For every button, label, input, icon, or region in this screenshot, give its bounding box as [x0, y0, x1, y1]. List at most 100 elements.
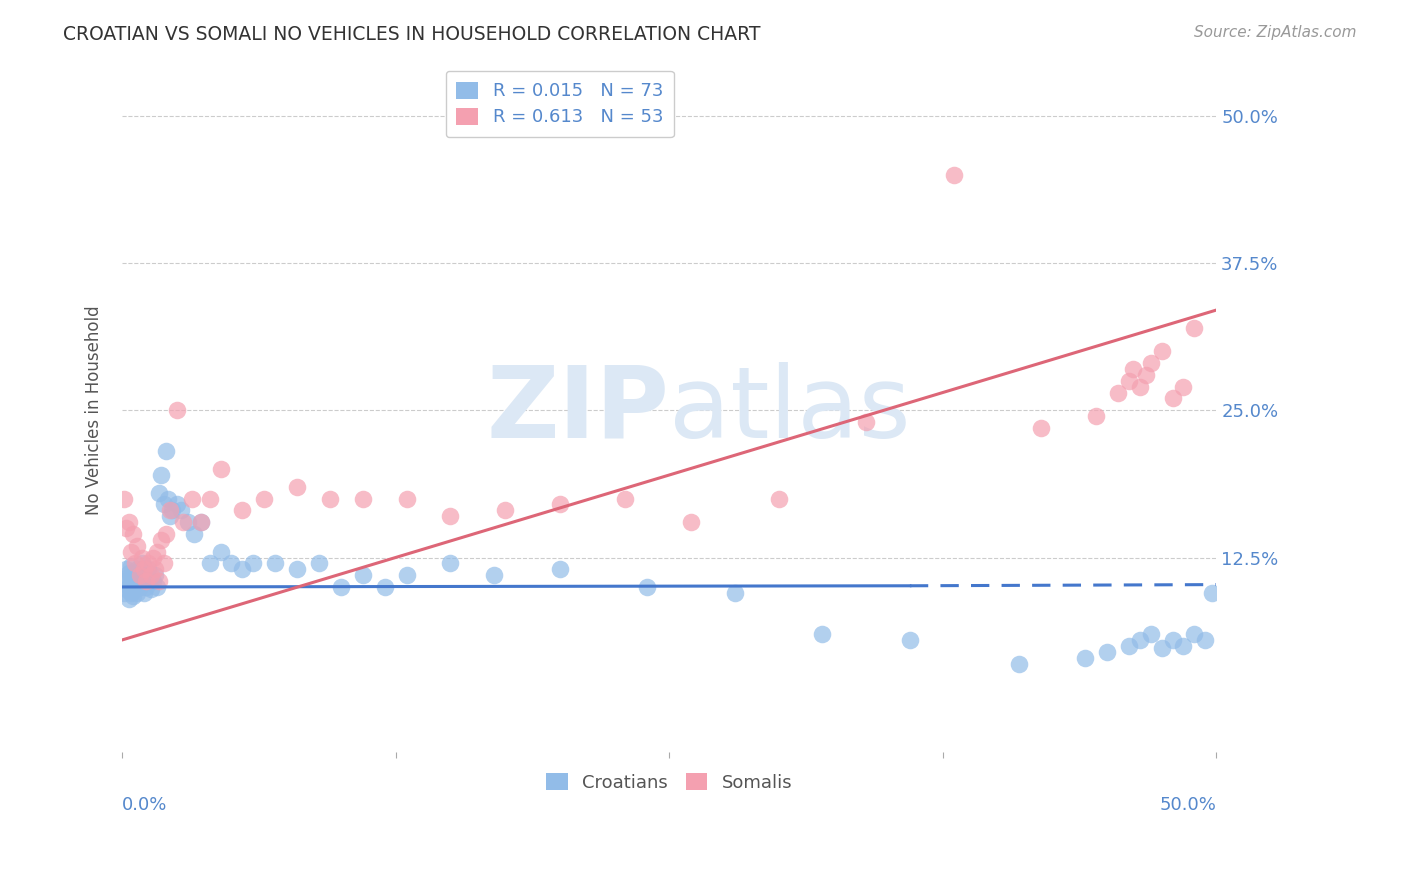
Point [1161, 632, 1184, 647]
Point [681, 515, 703, 529]
Point [120, 574, 142, 588]
Point [146, 544, 169, 558]
Point [159, 503, 181, 517]
Point [155, 444, 177, 458]
Point [1118, 639, 1140, 653]
Point [122, 527, 145, 541]
Point [112, 574, 135, 588]
Point [152, 498, 174, 512]
Point [231, 503, 253, 517]
Point [242, 557, 264, 571]
Point [132, 570, 155, 584]
Point [1122, 362, 1144, 376]
Point [614, 491, 637, 506]
Point [308, 557, 330, 571]
Point [395, 491, 418, 506]
Point [148, 574, 170, 588]
Point [1139, 627, 1161, 641]
Point [183, 527, 205, 541]
Point [1129, 632, 1152, 647]
Point [1118, 374, 1140, 388]
Point [146, 580, 169, 594]
Point [166, 403, 188, 417]
Point [124, 582, 146, 597]
Point [1074, 650, 1097, 665]
Point [131, 574, 153, 588]
Point [319, 491, 342, 506]
Point [115, 570, 138, 584]
Text: Source: ZipAtlas.com: Source: ZipAtlas.com [1194, 25, 1357, 40]
Point [253, 491, 276, 506]
Point [1194, 632, 1216, 647]
Point [112, 586, 135, 600]
Text: ZIP: ZIP [486, 362, 669, 458]
Point [136, 562, 159, 576]
Point [172, 515, 194, 529]
Point [855, 415, 877, 429]
Point [548, 498, 571, 512]
Point [120, 586, 142, 600]
Legend: Croatians, Somalis: Croatians, Somalis [537, 764, 801, 801]
Point [122, 590, 145, 604]
Point [135, 574, 157, 588]
Point [1084, 409, 1107, 423]
Point [139, 582, 162, 597]
Point [128, 580, 150, 594]
Point [150, 533, 173, 547]
Point [115, 582, 138, 597]
Point [482, 568, 505, 582]
Point [159, 509, 181, 524]
Point [142, 574, 165, 588]
Point [352, 491, 374, 506]
Point [898, 632, 921, 647]
Text: atlas: atlas [669, 362, 911, 458]
Point [112, 491, 135, 506]
Point [127, 586, 149, 600]
Point [352, 568, 374, 582]
Point [329, 580, 352, 594]
Point [122, 568, 145, 582]
Point [150, 468, 173, 483]
Point [264, 557, 287, 571]
Point [636, 580, 658, 594]
Point [166, 498, 188, 512]
Point [128, 568, 150, 582]
Point [115, 562, 138, 576]
Point [1201, 586, 1223, 600]
Point [198, 557, 221, 571]
Point [724, 586, 747, 600]
Point [395, 568, 418, 582]
Point [209, 462, 232, 476]
Point [198, 491, 221, 506]
Point [1173, 639, 1195, 653]
Point [117, 580, 139, 594]
Point [548, 562, 571, 576]
Point [135, 580, 157, 594]
Point [142, 550, 165, 565]
Text: 50.0%: 50.0% [1160, 797, 1216, 814]
Y-axis label: No Vehicles in Household: No Vehicles in Household [86, 305, 103, 515]
Point [811, 627, 834, 641]
Point [152, 557, 174, 571]
Point [439, 557, 461, 571]
Point [124, 557, 146, 571]
Point [1150, 344, 1173, 359]
Point [115, 521, 138, 535]
Point [190, 515, 212, 529]
Point [120, 558, 142, 573]
Point [1161, 392, 1184, 406]
Point [1107, 385, 1129, 400]
Point [131, 550, 153, 565]
Point [143, 568, 166, 582]
Point [1184, 320, 1206, 334]
Point [1008, 657, 1031, 671]
Point [148, 485, 170, 500]
Point [139, 568, 162, 582]
Point [181, 491, 204, 506]
Point [131, 557, 153, 571]
Point [177, 515, 200, 529]
Point [1095, 645, 1118, 659]
Point [768, 491, 790, 506]
Point [127, 539, 149, 553]
Point [132, 586, 155, 600]
